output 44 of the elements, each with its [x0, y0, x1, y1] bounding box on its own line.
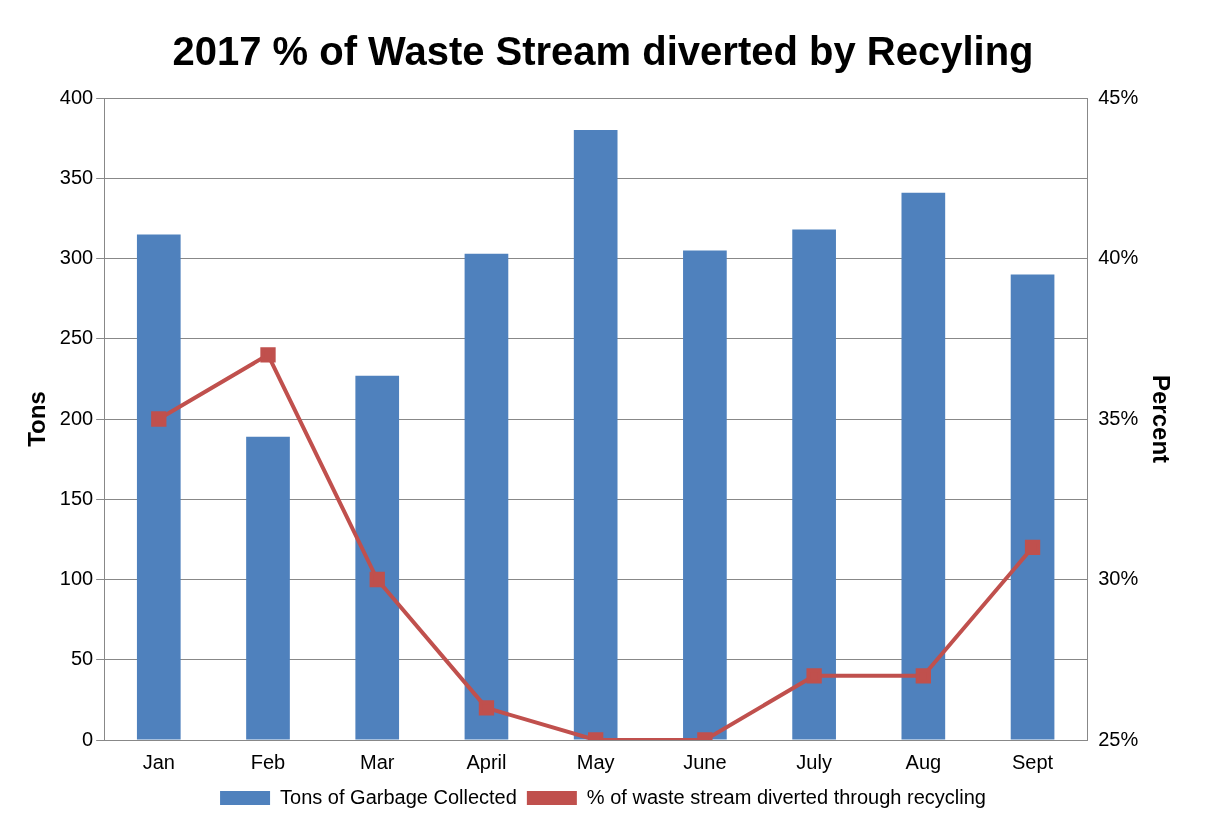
- y-tick-label: 150: [59, 486, 94, 509]
- x-tick-label: Sept: [1011, 750, 1054, 773]
- point: [1024, 539, 1041, 556]
- bar: [792, 229, 836, 740]
- legend-label: % of waste stream diverted through recycling: [586, 785, 986, 808]
- y2-tick-label: 35%: [1098, 406, 1139, 429]
- y2-tick-label: 30%: [1098, 567, 1139, 590]
- legend-label: Tons of Garbage Collected: [280, 785, 517, 808]
- x-tick-label: Feb: [250, 750, 286, 773]
- point: [806, 668, 822, 684]
- y-axis-title: Tons: [23, 391, 51, 447]
- y-tick-label: 250: [59, 326, 94, 349]
- point: [260, 347, 276, 363]
- y-tick-label: 300: [59, 246, 94, 269]
- point: [369, 571, 385, 588]
- bar: [1010, 274, 1055, 740]
- bar: [355, 375, 400, 740]
- x-tick-label: May: [576, 750, 615, 773]
- y2-tick-label: 25%: [1098, 727, 1139, 750]
- bar: [136, 234, 181, 740]
- y-tick-label: 50: [70, 647, 94, 670]
- x-tick-label: Mar: [360, 750, 395, 773]
- bar: [246, 436, 290, 740]
- y-tick-label: 200: [59, 406, 94, 429]
- point: [478, 700, 495, 716]
- chart-title: 2017 % of Waste Stream diverted by Recyling: [172, 29, 1034, 74]
- y-tick-label: 100: [59, 567, 94, 590]
- bar: [573, 130, 618, 740]
- point: [151, 411, 167, 427]
- x-tick-label: April: [466, 750, 507, 773]
- y2-tick-label: 45%: [1098, 85, 1139, 108]
- y-tick-label: 400: [59, 85, 94, 108]
- x-tick-label: June: [683, 750, 727, 773]
- x-tick-label: Aug: [905, 750, 942, 773]
- bar: [464, 253, 509, 740]
- x-tick-label: Jan: [142, 750, 175, 773]
- y-tick-label: 350: [59, 165, 94, 188]
- point: [915, 668, 931, 684]
- x-tick-label: July: [796, 750, 832, 773]
- bar: [901, 192, 946, 740]
- y2-tick-label: 40%: [1098, 246, 1139, 269]
- y-tick-label: 0: [82, 727, 94, 750]
- bar: [683, 250, 727, 740]
- y2-axis-title: Percent: [1147, 374, 1175, 464]
